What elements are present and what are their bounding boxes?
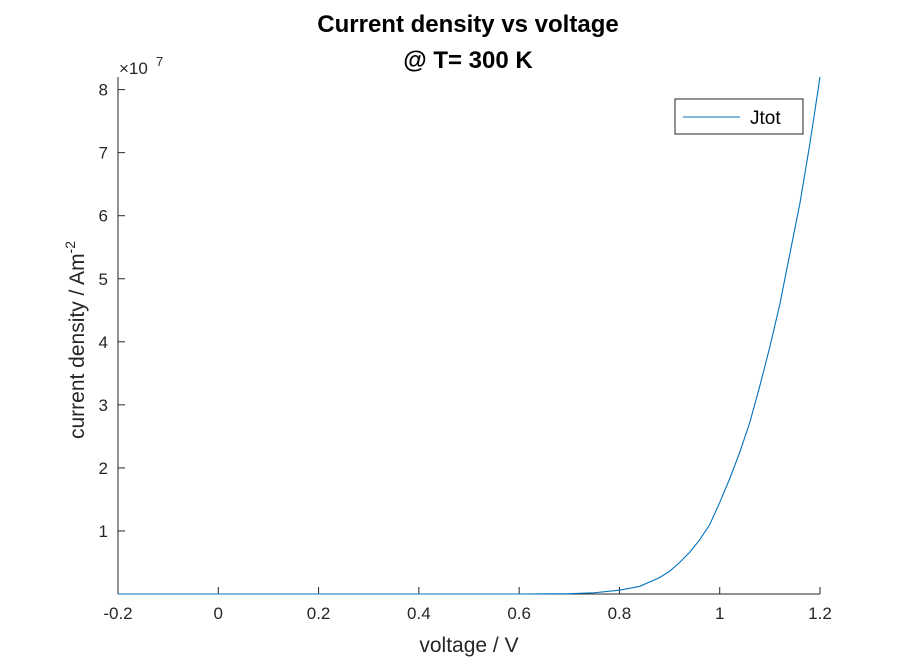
y-tick-label: 5 [99,270,108,289]
legend: Jtot [674,98,804,135]
y-axis-label-main: current density / Am [66,253,89,439]
y-tick-label: 7 [99,144,108,163]
y-axis-exponent: ×10 7 [119,54,163,78]
x-tick-label: 0 [214,604,223,623]
x-tick-label: 0.6 [507,604,531,623]
y-tick-label: 4 [99,333,108,352]
y-exponent-base: ×10 [119,59,148,78]
y-tick-label: 8 [99,81,108,100]
x-axis-label: voltage / V [419,634,518,657]
series-line-jtot [118,76,821,595]
y-exponent-power: 7 [156,54,163,69]
y-axis-label: current density / Am-2 [62,241,89,439]
x-ticks: -0.2 0 0.2 0.4 0.6 0.8 1 1.2 [103,587,832,623]
x-tick-label: 0.2 [307,604,331,623]
y-tick-label: 3 [99,396,108,415]
plot-area [118,77,820,594]
x-tick-label: 1.2 [808,604,832,623]
x-tick-label: 0.8 [608,604,632,623]
y-axis-label-superscript: -2 [62,241,78,254]
series-lines [118,76,821,595]
chart-title-line-1: Current density vs voltage [317,11,618,38]
y-tick-label: 2 [99,459,108,478]
x-tick-label: 1 [715,604,724,623]
y-tick-label: 1 [99,522,108,541]
chart-title-line-2: @ T= 300 K [403,47,533,74]
x-tick-label: -0.2 [103,604,132,623]
y-ticks: 1 2 3 4 5 6 7 8 [99,81,125,541]
legend-label-jtot: Jtot [750,108,781,129]
y-tick-label: 6 [99,207,108,226]
x-tick-label: 0.4 [407,604,431,623]
